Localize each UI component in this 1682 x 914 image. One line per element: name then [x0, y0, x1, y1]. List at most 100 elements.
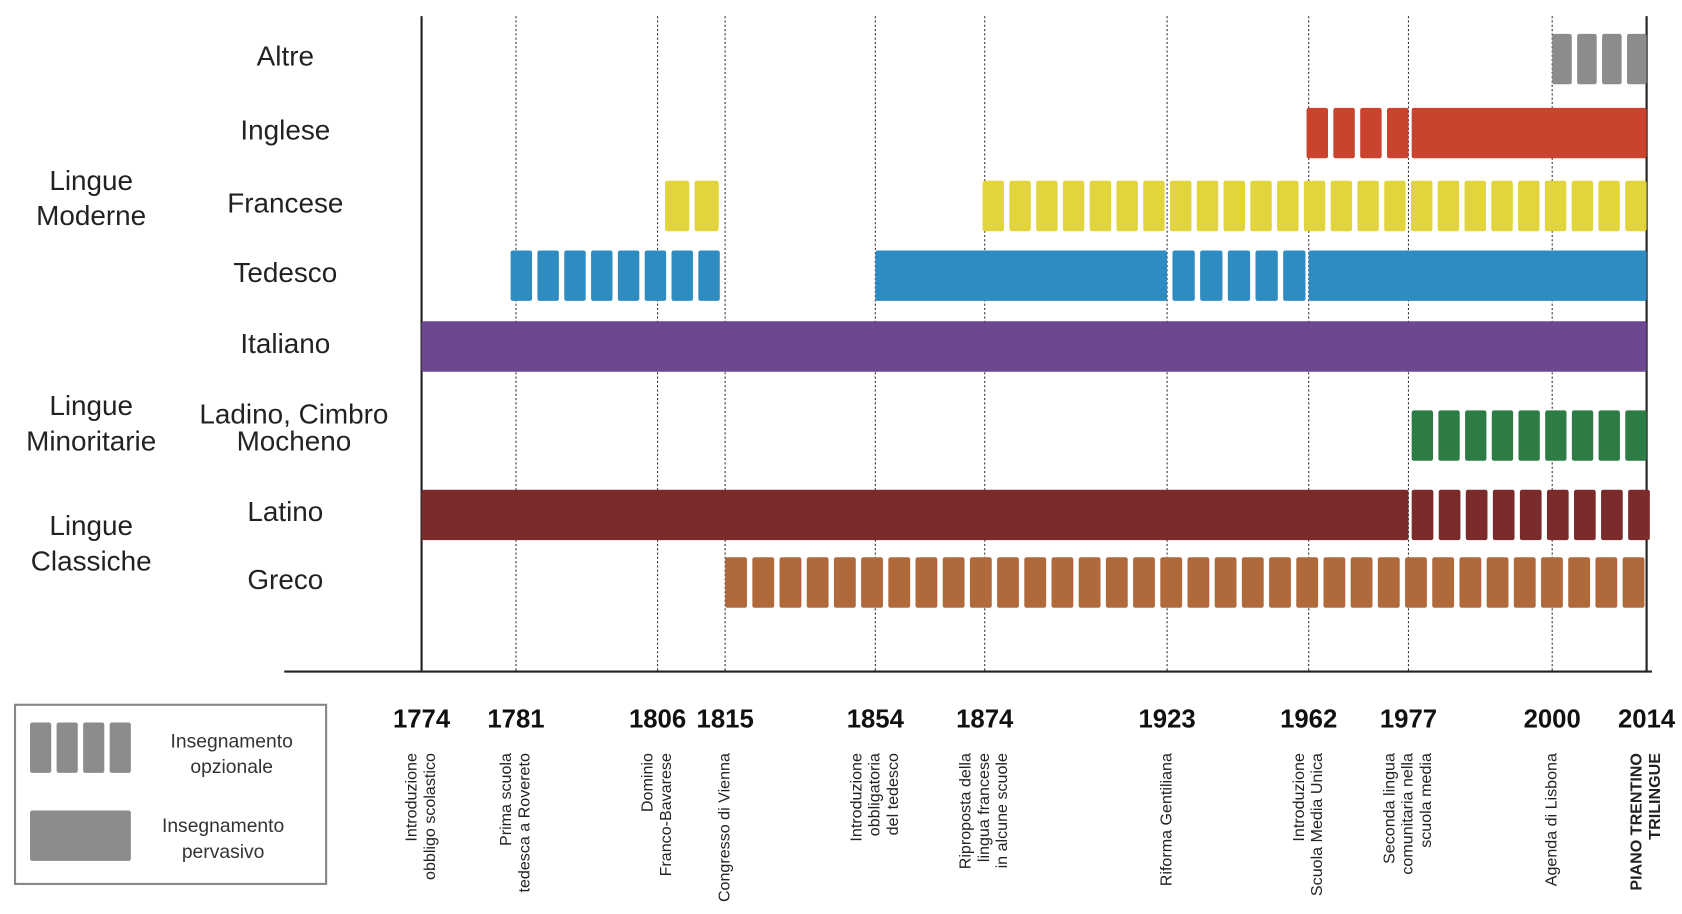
optional-block	[1628, 489, 1650, 541]
group-label: Moderne	[36, 200, 146, 231]
optional-block	[1411, 410, 1434, 461]
year-label: 1962	[1280, 706, 1337, 734]
optional-block	[1595, 557, 1618, 608]
optional-block	[30, 722, 52, 773]
optional-block	[1277, 180, 1299, 232]
optional-block	[1296, 557, 1319, 608]
pervasive-bar	[421, 321, 1647, 372]
pervasive-bar	[421, 489, 1409, 541]
optional-block	[1601, 489, 1623, 541]
optional-block	[1187, 557, 1210, 608]
optional-block	[1552, 33, 1572, 85]
year-label: 1774	[393, 706, 451, 734]
optional-block	[1410, 180, 1433, 232]
optional-block	[1571, 180, 1594, 232]
optional-block	[1464, 180, 1486, 232]
row-label: Francese	[227, 187, 343, 218]
legend-label: Insegnamento	[171, 731, 293, 752]
optional-block	[1387, 107, 1409, 159]
event-description: obbligatoria	[866, 753, 884, 836]
optional-block	[1486, 557, 1509, 608]
optional-block	[1172, 250, 1195, 301]
optional-block	[1519, 489, 1542, 541]
group-label: Minoritarie	[26, 425, 156, 456]
event-description: in alcune scuole	[993, 753, 1011, 868]
optional-block	[1105, 557, 1128, 608]
optional-block	[1009, 180, 1031, 232]
optional-block	[1577, 33, 1597, 85]
optional-block	[1283, 250, 1306, 301]
event-description: lingua francese	[975, 753, 993, 862]
optional-block	[1465, 410, 1487, 461]
optional-block	[1269, 557, 1291, 608]
optional-block	[694, 180, 719, 232]
event-description: Dominio	[639, 753, 657, 812]
row-label: Latino	[247, 496, 323, 527]
event-description: obbligo scolastico	[421, 753, 439, 880]
year-label: 1874	[956, 706, 1014, 734]
year-label: 1781	[487, 706, 544, 734]
optional-block	[1116, 180, 1138, 232]
legend-box	[13, 703, 328, 886]
optional-block	[1160, 557, 1183, 608]
row-label: Mocheno	[237, 425, 352, 456]
optional-block	[1492, 489, 1515, 541]
group-label: Lingue	[49, 390, 133, 421]
event-description: Congresso di Vienna	[715, 753, 733, 902]
optional-block	[1255, 250, 1278, 301]
optional-block	[1350, 557, 1373, 608]
optional-block	[564, 250, 586, 301]
optional-block	[1465, 489, 1488, 541]
event-description: PIANO TRENTINO	[1628, 753, 1646, 891]
optional-block	[1196, 180, 1219, 232]
legend-label: Insegnamento	[162, 816, 284, 837]
pervasive-bar	[1308, 250, 1647, 301]
optional-block	[1223, 180, 1245, 232]
optional-block	[1518, 180, 1540, 232]
optional-block	[537, 250, 559, 301]
row-label: Altre	[257, 40, 314, 71]
optional-block	[833, 557, 856, 608]
optional-block	[591, 250, 613, 301]
optional-block	[1568, 557, 1591, 608]
event-description: Riproposta della	[957, 753, 975, 869]
optional-block	[1622, 557, 1645, 608]
optional-block	[1360, 107, 1382, 159]
event-description: del tedesco	[884, 753, 902, 835]
optional-block	[1377, 557, 1400, 608]
optional-block	[109, 722, 131, 773]
event-description: Prima scuola	[497, 753, 515, 846]
group-label: Lingue	[49, 510, 133, 541]
year-label: 2014	[1618, 706, 1676, 734]
optional-block	[1598, 410, 1620, 461]
event-description: Seconda lingua	[1380, 753, 1398, 864]
optional-block	[888, 557, 911, 608]
optional-block	[1545, 410, 1567, 461]
event-description: TRILINGUE	[1646, 753, 1664, 840]
optional-block	[1330, 180, 1353, 232]
optional-block	[1625, 410, 1647, 461]
year-label: 1923	[1138, 706, 1195, 734]
optional-block	[915, 557, 938, 608]
optional-block	[510, 250, 533, 301]
event-description: tedesca a Rovereto	[515, 753, 533, 892]
optional-block	[1303, 180, 1326, 232]
legend-label: pervasivo	[182, 842, 265, 863]
optional-block	[644, 250, 667, 301]
optional-block	[1357, 180, 1379, 232]
optional-block	[1625, 180, 1647, 232]
event-description: Introduzione	[403, 753, 421, 842]
optional-block	[1241, 557, 1264, 608]
optional-block	[1544, 180, 1567, 232]
optional-block	[671, 250, 693, 301]
optional-block	[1133, 557, 1155, 608]
optional-block	[1598, 180, 1620, 232]
optional-block	[1405, 557, 1427, 608]
event-description: Riforma Gentiliana	[1157, 753, 1175, 886]
optional-block	[1546, 489, 1569, 541]
event-description: Introduzione	[1290, 753, 1308, 842]
row-label: Greco	[247, 564, 323, 595]
optional-block	[617, 250, 640, 301]
optional-block	[1432, 557, 1455, 608]
optional-block	[1411, 489, 1434, 541]
